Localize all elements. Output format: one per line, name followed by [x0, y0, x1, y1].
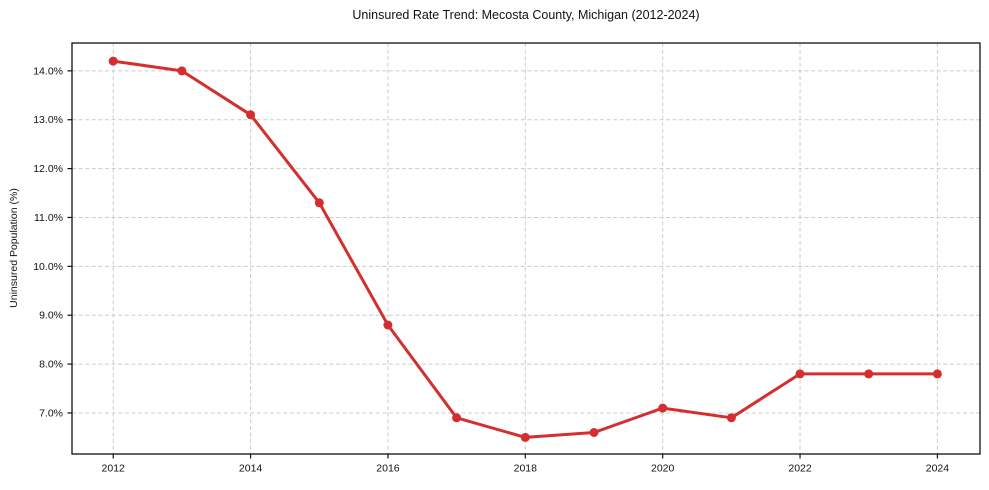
data-point — [795, 369, 805, 379]
y-tick-label: 8.0% — [39, 359, 63, 371]
x-tick-label: 2016 — [376, 463, 400, 475]
x-tick-label: 2020 — [651, 463, 675, 475]
data-point — [177, 66, 187, 76]
data-point — [932, 369, 942, 379]
y-tick-label: 13.0% — [33, 114, 63, 126]
data-point — [726, 413, 736, 423]
data-point — [383, 320, 393, 330]
plot-border — [71, 42, 981, 455]
data-point — [658, 403, 668, 413]
y-tick-label: 9.0% — [39, 310, 63, 322]
y-tick-label: 14.0% — [33, 65, 63, 77]
x-tick-label: 2018 — [514, 463, 538, 475]
data-point — [246, 110, 256, 120]
y-tick-label: 10.0% — [33, 261, 63, 273]
chart-title: Uninsured Rate Trend: Mecosta County, Mi… — [352, 8, 700, 22]
data-point — [864, 369, 874, 379]
x-tick-label: 2022 — [788, 463, 812, 475]
data-point — [108, 56, 118, 66]
y-tick-label: 11.0% — [34, 212, 63, 224]
x-tick-label: 2024 — [926, 463, 950, 475]
data-point — [520, 432, 530, 442]
y-tick-label: 12.0% — [33, 163, 63, 175]
y-tick-label: 7.0% — [39, 407, 63, 419]
data-point — [589, 428, 599, 437]
data-point — [452, 413, 462, 423]
x-tick-label: 2012 — [102, 463, 126, 475]
data-point — [314, 198, 324, 208]
x-tick-label: 2014 — [239, 463, 263, 475]
